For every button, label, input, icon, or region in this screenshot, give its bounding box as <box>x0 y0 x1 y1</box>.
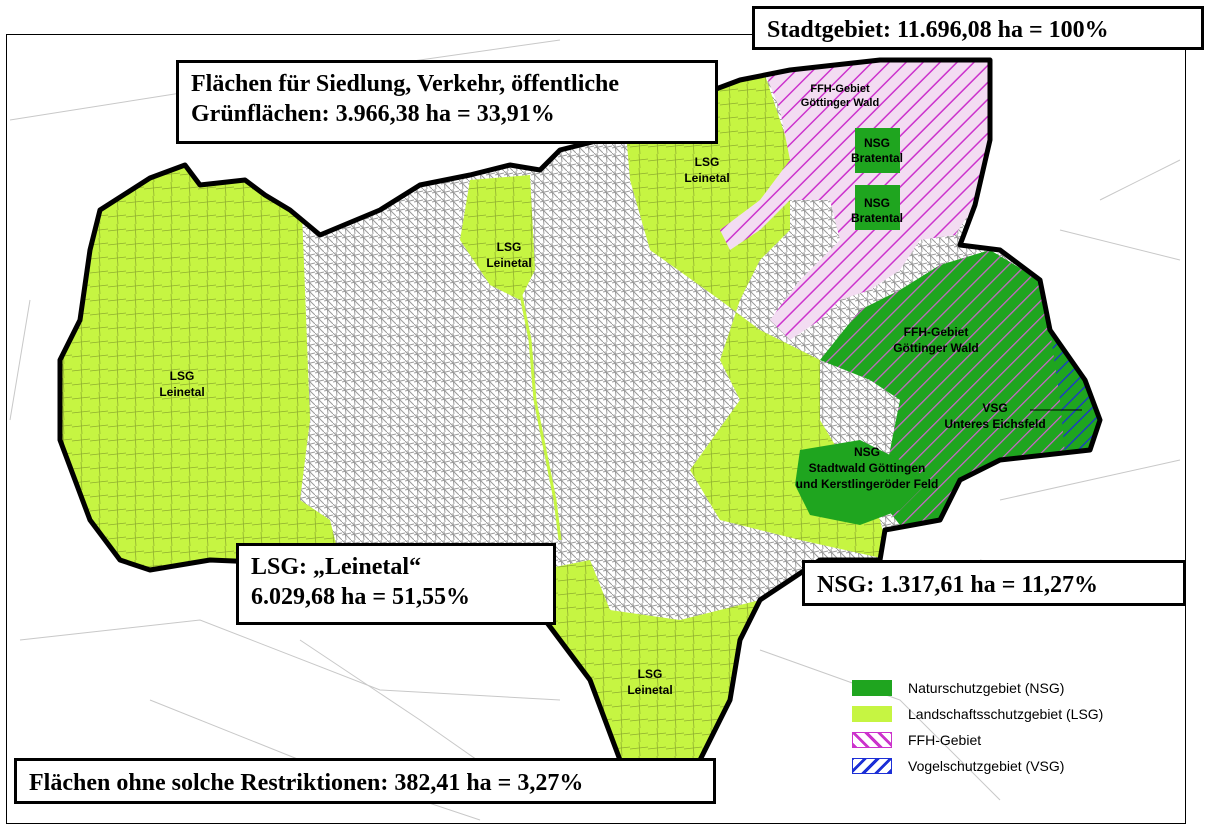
nsg-bratental-patch-b <box>855 185 900 230</box>
label-lsg-west-name: Leinetal <box>159 385 204 399</box>
label-nsg-stadtwald: NSG <box>854 445 880 459</box>
legend-label-lsg: Landschaftsschutzgebiet (LSG) <box>908 706 1104 722</box>
label-nsg-stadtwald-name1: Stadtwald Göttingen <box>809 461 926 475</box>
label-ffh-east-name: Göttinger Wald <box>893 341 979 355</box>
label-nsg-bratental-b: NSG <box>864 196 890 210</box>
label-vsg: VSG <box>982 401 1007 415</box>
label-lsg-northeast-name: Leinetal <box>684 171 729 185</box>
legend-item-lsg: Landschaftsschutzgebiet (LSG) <box>852 704 1103 724</box>
label-vsg-name: Unteres Eichsfeld <box>944 417 1045 431</box>
lsg-center-area <box>460 175 535 300</box>
callout-settlement: Flächen für Siedlung, Verkehr, öffentlic… <box>176 60 718 144</box>
legend-label-ffh: FFH-Gebiet <box>908 732 982 748</box>
legend-swatch-ffh <box>852 732 892 748</box>
label-nsg-bratental-a: NSG <box>864 136 890 150</box>
label-ffh-north: FFH-Gebiet <box>810 83 870 95</box>
callout-city-area-text: Stadtgebiet: 11.696,08 ha = 100% <box>767 17 1109 43</box>
callout-lsg-line2: 6.029,68 ha = 51,55% <box>251 584 471 610</box>
legend-swatch-nsg <box>852 680 892 696</box>
label-lsg-northeast: LSG <box>695 155 720 169</box>
callout-settlement-line1: Flächen für Siedlung, Verkehr, öffentlic… <box>191 71 620 97</box>
lsg-northeast-area <box>620 60 890 560</box>
legend-swatch-lsg <box>852 706 892 722</box>
callout-unrestricted-text: Flächen ohne solche Restriktionen: 382,4… <box>29 770 584 796</box>
callout-lsg-line1: LSG: „Leinetal“ <box>251 554 422 580</box>
label-lsg-west: LSG <box>170 369 195 383</box>
label-lsg-center-name: Leinetal <box>486 256 531 270</box>
label-nsg-bratental-a-name: Bratental <box>851 151 903 165</box>
label-nsg-bratental-b-name: Bratental <box>851 211 903 225</box>
callout-nsg: NSG: 1.317,61 ha = 11,27% <box>802 560 1186 606</box>
legend-swatch-vsg <box>852 758 892 774</box>
vsg-area <box>1050 330 1100 455</box>
label-ffh-north-name: Göttinger Wald <box>801 97 879 109</box>
map-labels: FFH-Gebiet Göttinger Wald NSG Bratental … <box>159 83 1082 697</box>
legend-item-vsg: Vogelschutzgebiet (VSG) <box>852 756 1064 776</box>
legend-label-nsg: Naturschutzgebiet (NSG) <box>908 680 1065 696</box>
label-lsg-south-name: Leinetal <box>627 683 672 697</box>
river-leine <box>518 289 562 541</box>
callout-settlement-line2: Grünflächen: 3.966,38 ha = 33,91% <box>191 101 555 127</box>
callout-unrestricted: Flächen ohne solche Restriktionen: 382,4… <box>14 758 716 804</box>
callout-city-area: Stadtgebiet: 11.696,08 ha = 100% <box>752 6 1204 50</box>
label-nsg-stadtwald-name2: und Kerstlingeröder Feld <box>796 477 939 491</box>
legend: Naturschutzgebiet (NSG) Landschaftsschut… <box>852 676 1182 780</box>
label-lsg-center: LSG <box>497 240 522 254</box>
legend-label-vsg: Vogelschutzgebiet (VSG) <box>908 758 1065 774</box>
nsg-bratental-patch-a <box>855 128 900 173</box>
callout-lsg: LSG: „Leinetal“ 6.029,68 ha = 51,55% <box>236 543 556 625</box>
callout-nsg-text: NSG: 1.317,61 ha = 11,27% <box>817 572 1099 598</box>
label-ffh-east: FFH-Gebiet <box>904 325 969 339</box>
legend-item-nsg: Naturschutzgebiet (NSG) <box>852 678 1064 698</box>
label-lsg-south: LSG <box>638 667 663 681</box>
legend-item-ffh: FFH-Gebiet <box>852 730 981 750</box>
nsg-stadtwald-area <box>795 440 930 525</box>
lsg-west-area <box>60 160 345 600</box>
